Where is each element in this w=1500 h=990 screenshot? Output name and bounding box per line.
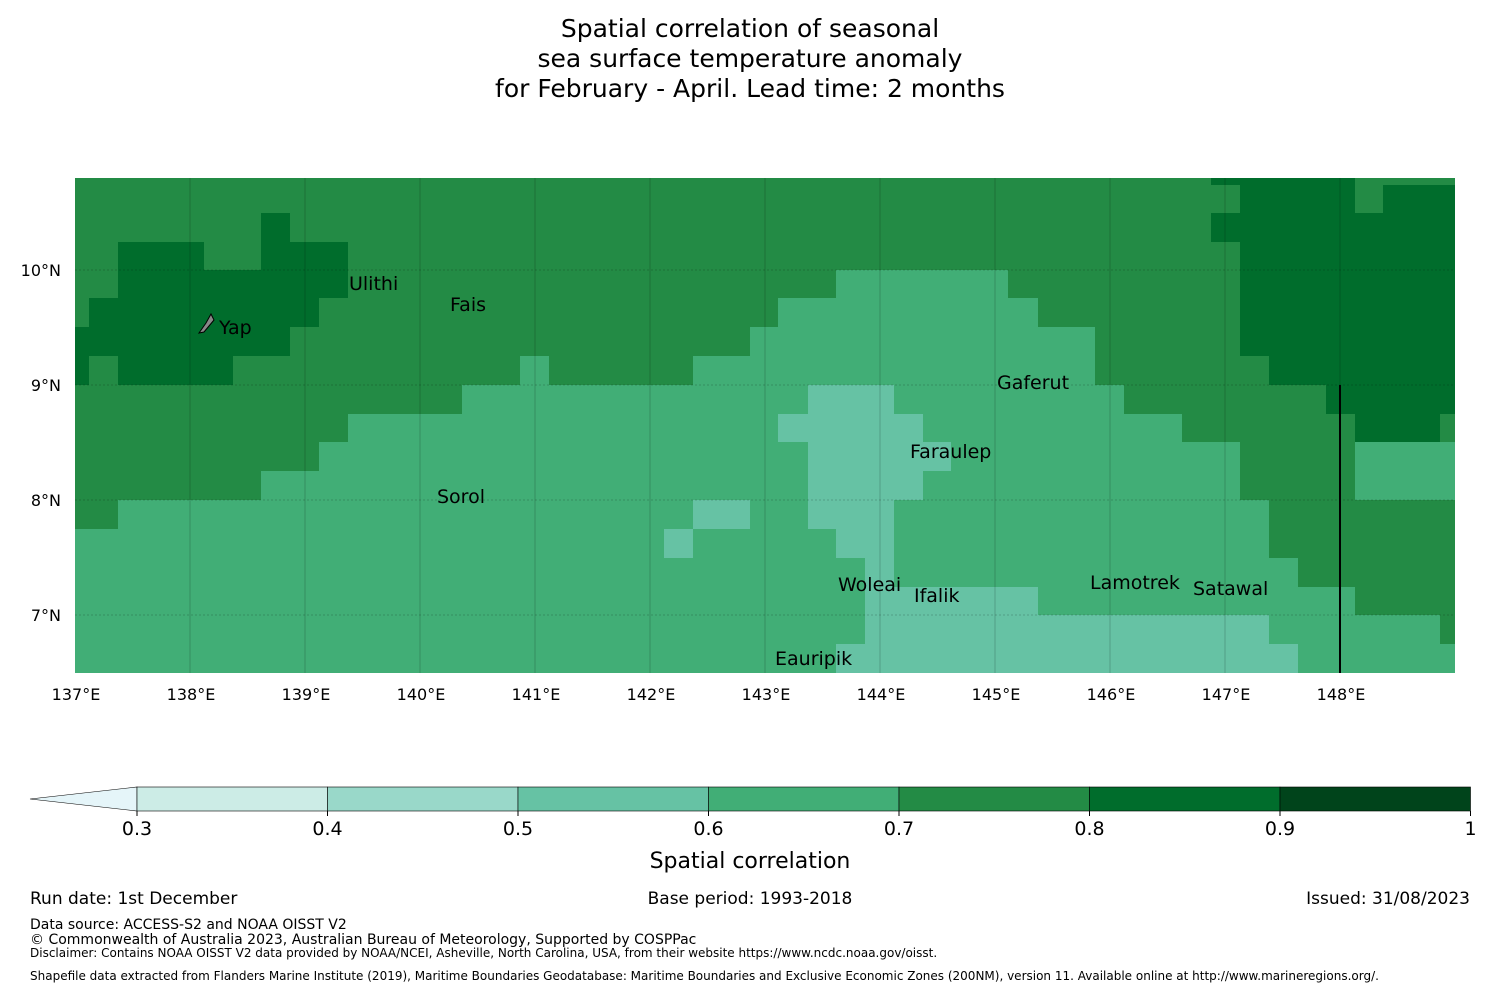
colorbar-segment [1089, 786, 1281, 812]
longitude-label: 142°E [627, 685, 676, 704]
longitude-label: 146°E [1087, 685, 1136, 704]
data-source: Data source: ACCESS-S2 and NOAA OISST V2 [30, 917, 347, 933]
colorbar-tick-label: 1 [1464, 818, 1476, 840]
longitude-label: 147°E [1202, 685, 1251, 704]
longitude-label: 137°E [52, 685, 101, 704]
gridlines [75, 178, 1455, 673]
place-label-satawal: Satawal [1193, 578, 1268, 600]
base-period: Base period: 1993-2018 [647, 889, 853, 909]
colorbar-segment [1279, 786, 1471, 812]
latitude-label: 7°N [31, 606, 61, 625]
longitude-label: 139°E [282, 685, 331, 704]
disclaimer: Disclaimer: Contains NOAA OISST V2 data … [30, 946, 938, 960]
colorbar-segment [136, 786, 328, 812]
title-line-1: Spatial correlation of seasonal [560, 14, 940, 43]
title-line-3: for February - April. Lead time: 2 month… [495, 74, 1005, 103]
colorbar-segment [327, 786, 519, 812]
colorbar-segment [708, 786, 900, 812]
longitude-label: 145°E [972, 685, 1021, 704]
colorbar-segment [898, 786, 1090, 812]
place-label-woleai: Woleai [838, 574, 901, 596]
colorbar-segments [29, 786, 1471, 812]
colorbar-tick-label: 0.8 [1074, 818, 1104, 840]
place-label-fais: Fais [450, 294, 486, 316]
place-label-ulithi: Ulithi [349, 273, 398, 295]
longitude-label: 140°E [397, 685, 446, 704]
chart-title: Spatial correlation of seasonal sea surf… [0, 14, 1500, 104]
issued-date: Issued: 31/08/2023 [1306, 889, 1470, 909]
place-label-yap: Yap [218, 317, 252, 339]
colorbar-extend-arrow [29, 786, 138, 812]
colorbar-tick-label: 0.5 [503, 818, 533, 840]
longitude-labels: 137°E 138°E 139°E 140°E 141°E 142°E 143°E 144°E… [52, 685, 1366, 704]
correlation-pocket-0.6-0.7 [520, 356, 549, 385]
place-labels: Yap Ulithi Fais Gaferut Faraulep Sorol Woleai I… [218, 273, 1268, 670]
longitude-label: 138°E [167, 685, 216, 704]
correlation-region-0.5-0.6-south [836, 587, 1298, 673]
colorbar-tick-label: 0.7 [884, 818, 914, 840]
longitude-label: 148°E [1317, 685, 1366, 704]
latitude-label: 8°N [31, 491, 61, 510]
colorbar-tick-label: 0.6 [693, 818, 723, 840]
longitude-label: 143°E [742, 685, 791, 704]
place-label-gaferut: Gaferut [997, 372, 1069, 394]
correlation-region-0.8-0.9-east [1211, 178, 1455, 442]
latitude-label: 9°N [31, 376, 61, 395]
longitude-label: 141°E [512, 685, 561, 704]
correlation-region-0.8-0.9-west [75, 213, 348, 385]
colorbar-tick-label: 0.9 [1265, 818, 1295, 840]
place-label-lamotrek: Lamotrek [1090, 572, 1180, 594]
colorbar-tick-labels: 0.3 0.4 0.5 0.6 0.7 0.8 0.9 1 [122, 811, 1477, 840]
copyright: © Commonwealth of Australia 2023, Austra… [30, 932, 697, 948]
colorbar: 0.3 0.4 0.5 0.6 0.7 0.8 0.9 1 Spatial correlati… [29, 786, 1477, 874]
run-date: Run date: 1st December [30, 889, 238, 909]
shapefile-credit: Shapefile data extracted from Flanders M… [30, 969, 1379, 983]
correlation-region-0.5-0.6-central [664, 385, 951, 587]
yap-island-icon [197, 312, 215, 334]
place-label-faraulep: Faraulep [910, 441, 991, 463]
place-label-eauripik: Eauripik [775, 648, 852, 670]
colorbar-label: Spatial correlation [650, 849, 851, 874]
map-area [75, 178, 1455, 673]
yap-island-shape [197, 312, 215, 334]
colorbar-tick-label: 0.3 [122, 818, 152, 840]
latitude-labels: 10°N 9°N 8°N 7°N [21, 261, 61, 625]
place-label-ifalik: Ifalik [914, 585, 960, 607]
place-label-sorol: Sorol [437, 486, 485, 508]
longitude-label: 144°E [857, 685, 906, 704]
correlation-region-0.7-0.8 [75, 178, 1455, 644]
colorbar-tick-label: 0.4 [312, 818, 342, 840]
title-line-2: sea surface temperature anomaly [537, 44, 963, 73]
latitude-label: 10°N [21, 261, 61, 280]
colorbar-segment [517, 786, 709, 812]
